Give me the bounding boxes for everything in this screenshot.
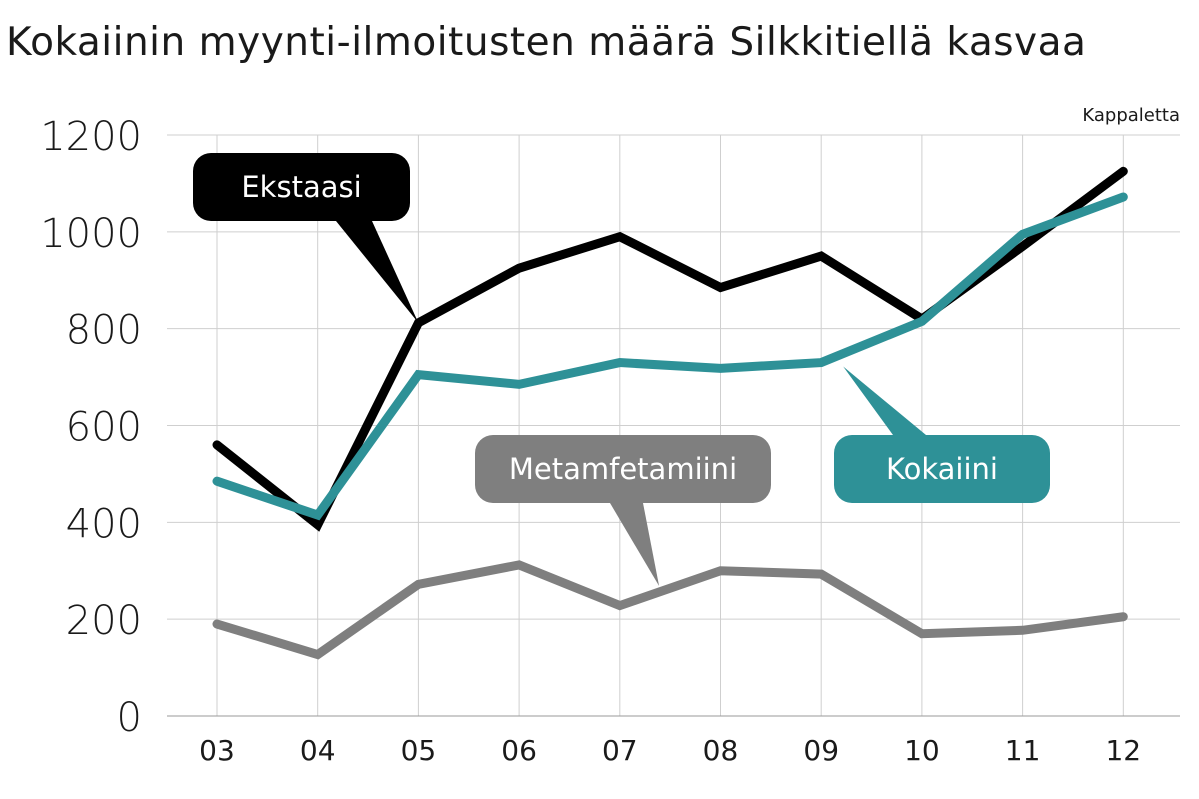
y-tick-label: 800: [66, 308, 142, 354]
x-tick-label: 06: [501, 734, 537, 767]
y-tick-label: 0: [117, 695, 142, 741]
x-tick-label: 04: [300, 734, 336, 767]
x-axis-ticks: 03 04 05 06 07 08 09 10 11 12: [199, 734, 1141, 767]
x-tick-label: 03: [199, 734, 235, 767]
callout-pointer: [336, 221, 419, 323]
series-lines: [212, 166, 1128, 660]
y-tick-label: 1000: [40, 211, 142, 257]
series-line-metamfetamiini: [212, 560, 1128, 660]
callout-box: [475, 435, 771, 503]
gridlines: [167, 134, 1180, 717]
callout-kokaiini: Kokaiini: [834, 366, 1050, 503]
x-tick-label: 11: [1005, 734, 1041, 767]
series-label: Metamfetamiini: [509, 452, 737, 486]
x-tick-label: 08: [703, 734, 739, 767]
callout-ekstaasi: Ekstaasi: [193, 153, 419, 323]
x-tick-label: 12: [1105, 734, 1141, 767]
series-labels: Ekstaasi Metamfetamiini Kokaiini: [193, 153, 1050, 586]
series-label: Ekstaasi: [241, 170, 361, 204]
chart-title: Kokaiinin myynti-ilmoitusten määrä Silkk…: [6, 20, 1087, 65]
callout-pointer: [843, 366, 926, 435]
callout-metamfetamiini: Metamfetamiini: [475, 435, 771, 586]
series-label: Kokaiini: [886, 452, 998, 486]
y-tick-label: 200: [66, 598, 142, 644]
unit-label: Kappaletta: [1082, 105, 1180, 126]
y-axis-ticks: 0 200 400 600 800 1000 1200: [40, 114, 142, 741]
y-tick-label: 1200: [40, 114, 142, 160]
callout-box: [193, 153, 410, 221]
x-tick-label: 10: [904, 734, 940, 767]
callout-pointer: [610, 503, 660, 586]
x-tick-label: 05: [401, 734, 437, 767]
callout-box: [834, 435, 1050, 503]
series-line-kokaiini: [212, 192, 1128, 521]
y-tick-label: 400: [66, 501, 142, 547]
x-tick-label: 07: [602, 734, 638, 767]
y-tick-label: 600: [66, 405, 142, 451]
x-tick-label: 09: [803, 734, 839, 767]
